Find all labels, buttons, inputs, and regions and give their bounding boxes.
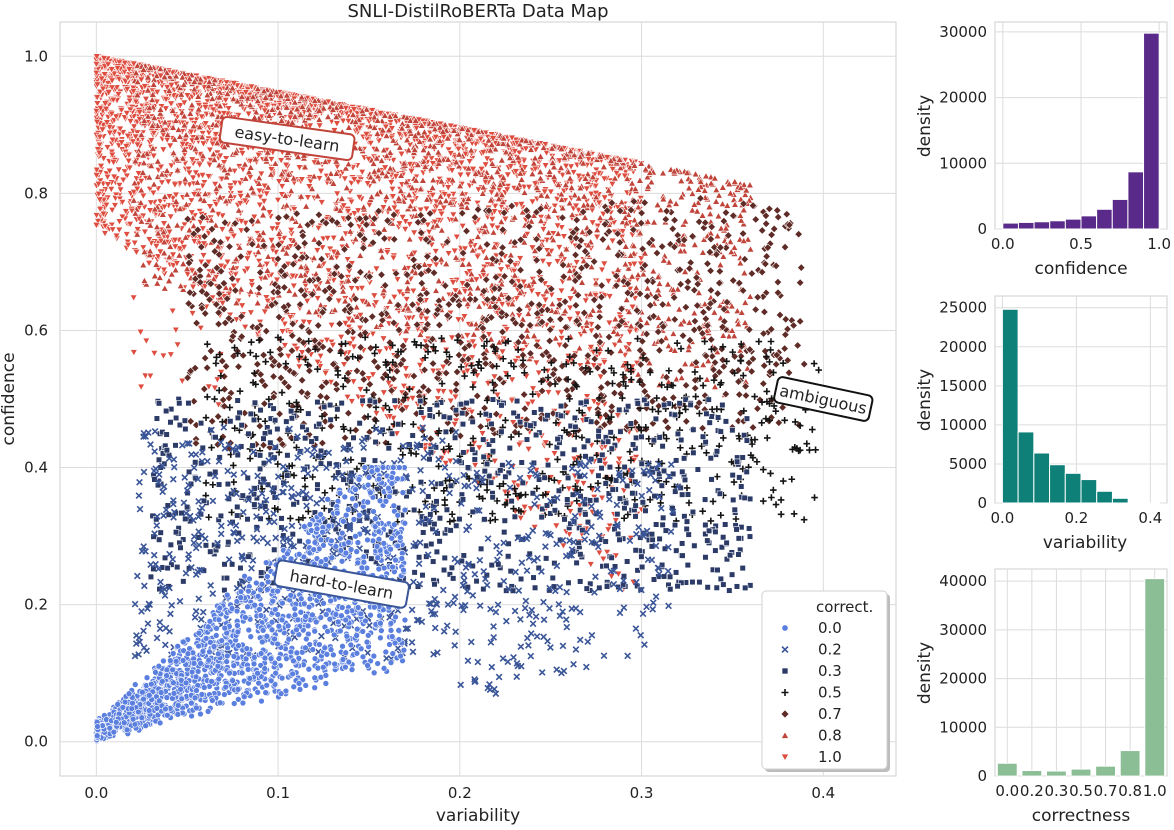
- scatter-panel: 0.00.10.20.30.40.00.20.40.60.81.0 SNLI-D…: [0, 1, 896, 826]
